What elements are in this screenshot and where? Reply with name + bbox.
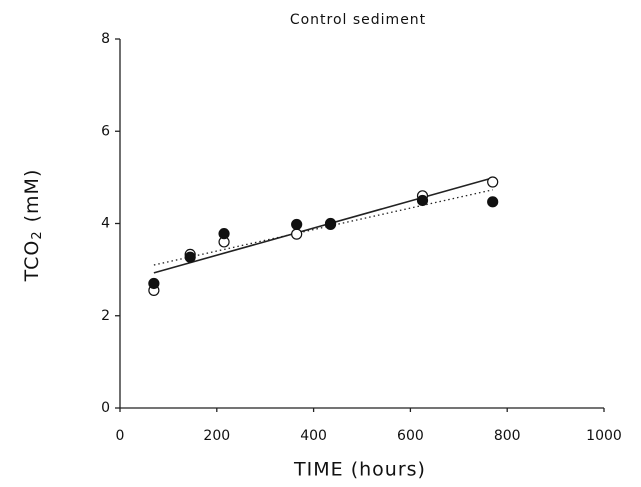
y-tick-label: 4 <box>101 216 110 232</box>
x-tick-label: 0 <box>116 428 125 444</box>
y-axis-label: TCO2 (mM) <box>21 169 45 283</box>
data-point <box>218 228 230 240</box>
fit-line <box>153 189 493 266</box>
y-label-suffix: (mM) <box>21 169 43 223</box>
y-label-subscript: 2 <box>30 230 45 239</box>
x-tick-label: 800 <box>494 428 521 444</box>
chart-title: Control sediment <box>290 12 426 28</box>
y-label-text: TCO <box>21 240 43 283</box>
y-tick-label: 0 <box>101 400 110 416</box>
data-point <box>416 194 429 207</box>
x-tick-label: 1000 <box>586 428 622 444</box>
data-point <box>291 218 303 231</box>
data-point <box>148 277 160 290</box>
x-tick-label: 200 <box>203 428 230 444</box>
data-point <box>487 176 499 188</box>
y-tick-label: 8 <box>101 31 110 47</box>
data-point <box>184 251 196 263</box>
x-tick-label: 600 <box>397 428 424 444</box>
y-tick-label: 6 <box>101 123 110 139</box>
data-point <box>487 196 499 208</box>
data-point <box>324 218 337 231</box>
x-axis-label: TIME (hours) <box>293 459 426 481</box>
fit-line <box>153 177 493 274</box>
y-tick-label: 2 <box>101 308 110 324</box>
data-point <box>291 228 303 240</box>
x-tick-label: 400 <box>300 428 327 444</box>
